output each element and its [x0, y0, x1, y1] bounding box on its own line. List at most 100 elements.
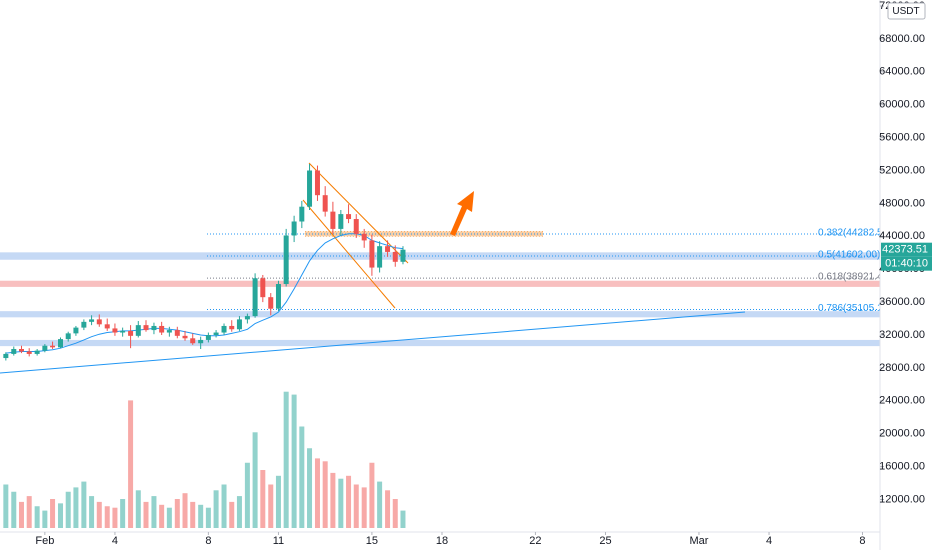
candle-body: [291, 221, 297, 236]
volume-bar: [346, 475, 352, 528]
x-tick-label: 4: [766, 535, 772, 547]
volume-bar: [65, 491, 71, 528]
candle-body: [213, 332, 219, 336]
volume-bar: [236, 496, 242, 528]
candle-body: [275, 284, 281, 309]
y-tick-label: 60000.00: [879, 99, 925, 111]
x-tick-label: 25: [599, 535, 611, 547]
candle-body: [346, 214, 352, 220]
candle-body: [104, 324, 110, 329]
y-tick-label: 56000.00: [879, 132, 925, 144]
candle-body: [166, 330, 172, 333]
candle-body: [143, 325, 149, 331]
volume-bar: [174, 499, 180, 528]
candle-body: [65, 333, 71, 340]
candle-body: [330, 211, 336, 229]
x-tick-label: 8: [205, 535, 211, 547]
candle-body: [268, 297, 274, 309]
volume-bar: [385, 490, 391, 528]
volume-bar: [3, 484, 9, 528]
fib-levels: 0.382(44282.53 0.5(41602.00) 0.618(38921.4…: [207, 228, 889, 314]
currency-badge: [887, 2, 926, 20]
countdown: 01:40:10: [885, 258, 928, 270]
volume: [3, 391, 406, 528]
y-tick-label: 20000.00: [879, 428, 925, 440]
volume-bar: [135, 490, 141, 528]
volume-bar: [89, 496, 95, 528]
candle-body: [128, 330, 134, 336]
candle-body: [229, 325, 235, 330]
candle-body: [283, 235, 289, 285]
candle-body: [244, 316, 250, 320]
volume-bar: [58, 503, 64, 528]
volume-bar: [34, 506, 40, 528]
trend-line: [0, 311, 746, 374]
candle-body: [174, 330, 180, 336]
zone: [0, 311, 880, 318]
price-axis: [880, 0, 932, 550]
candle-body: [120, 330, 126, 333]
candle-body: [182, 335, 188, 339]
volume-bar: [221, 484, 227, 528]
candle-body: [322, 195, 328, 212]
candle-body: [18, 348, 24, 352]
candles: [3, 163, 406, 361]
volume-bar: [81, 481, 87, 528]
volume-bar: [283, 391, 289, 528]
candle-body: [299, 206, 305, 222]
volume-bar: [392, 499, 398, 528]
fib-label: 0.618(38921.48: [818, 272, 889, 283]
fib-label: 0.382(44282.53: [818, 228, 889, 239]
fib-label: 0.5(41602.00): [818, 250, 880, 261]
volume-bar: [400, 510, 406, 528]
candle-body: [385, 246, 391, 252]
volume-bar: [182, 493, 188, 528]
y-tick-label: 36000.00: [879, 296, 925, 308]
y-tick-label: 44000.00: [879, 230, 925, 242]
fib-label: 0.786(35105.14: [818, 303, 889, 314]
x-tick-label: Mar: [689, 535, 708, 547]
candle-body: [198, 339, 204, 344]
candle-body: [307, 170, 313, 207]
volume-bar: [299, 426, 305, 528]
volume-bar: [96, 501, 102, 528]
candle-body: [400, 249, 406, 262]
volume-bar: [338, 478, 344, 528]
volume-bar: [112, 507, 118, 528]
volume-bar: [128, 400, 134, 528]
countdown-box: [881, 256, 932, 271]
volume-bar: [151, 496, 157, 528]
volume-bar: [260, 470, 266, 528]
volume-bar: [143, 501, 149, 528]
candle-body: [3, 353, 9, 359]
candle-body: [252, 278, 258, 317]
volume-bar: [50, 499, 56, 528]
volume-bar: [42, 510, 48, 528]
candle-body: [26, 351, 32, 354]
zone: [0, 280, 880, 287]
candle-body: [159, 325, 165, 333]
moving-average: [5, 233, 404, 354]
candle-body: [112, 328, 118, 333]
x-tick-label: Feb: [35, 535, 54, 547]
volume-bar: [104, 506, 110, 528]
volume-bar: [166, 507, 172, 528]
candle-body: [135, 325, 141, 336]
volume-bar: [229, 501, 235, 528]
candle-body: [353, 219, 359, 234]
volume-bar: [268, 484, 274, 528]
volume-bar: [26, 496, 32, 528]
candle-body: [89, 319, 95, 322]
candle-body: [11, 348, 17, 354]
volume-bar: [330, 472, 336, 528]
volume-bar: [322, 461, 328, 528]
candle-body: [34, 350, 40, 354]
volume-bar: [120, 499, 126, 528]
volume-bar: [159, 504, 165, 528]
volume-bar: [11, 491, 17, 528]
x-tick-label: 11: [273, 535, 284, 547]
candle-body: [205, 335, 211, 340]
y-tick-label: 28000.00: [879, 362, 925, 374]
y-tick-label: 68000.00: [879, 33, 925, 45]
